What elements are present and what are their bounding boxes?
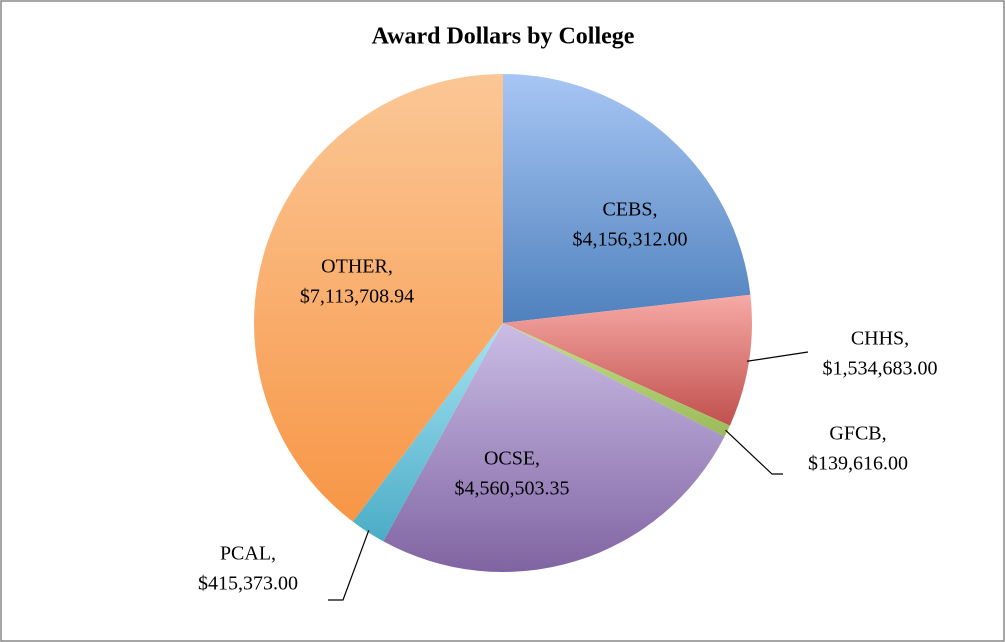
pie-slice: [503, 323, 730, 437]
slice-label-value: $4,560,503.35: [455, 478, 570, 500]
pie-slice: [352, 323, 503, 542]
slice-label-name: CEBS,: [602, 199, 657, 221]
slice-label-name: OCSE,: [484, 448, 540, 470]
chart-title: Award Dollars by College: [372, 24, 635, 50]
slice-label-name: OTHER,: [321, 256, 393, 278]
slice-label-name: GFCB,: [829, 423, 886, 445]
pie-slice: [503, 74, 751, 323]
slice-label-value: $415,373.00: [198, 573, 298, 595]
leader-line: [725, 429, 783, 475]
pie-slice: [383, 323, 725, 572]
pie-slice: [503, 294, 752, 426]
leader-line: [746, 351, 809, 362]
pie-slice: [254, 74, 503, 522]
slice-label-value: $7,113,708.94: [300, 286, 414, 308]
leader-line: [328, 530, 370, 601]
slice-label-name: PCAL,: [220, 543, 276, 565]
slice-label-value: $1,534,683.00: [823, 358, 938, 380]
slice-label-value: $4,156,312.00: [573, 229, 688, 251]
slice-label-value: $139,616.00: [808, 453, 908, 475]
slice-label-name: CHHS,: [851, 328, 909, 350]
